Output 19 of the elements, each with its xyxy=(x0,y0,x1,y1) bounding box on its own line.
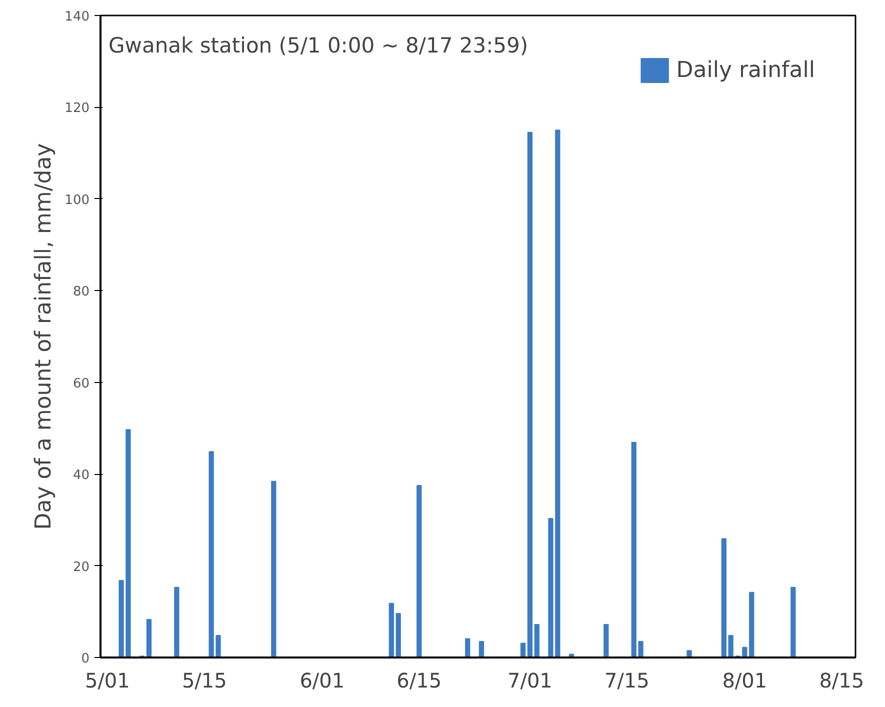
x-tick-label: 6/01 xyxy=(300,668,345,692)
y-tick-label: 140 xyxy=(64,10,90,24)
text: Gwanak station (5/1 0:00 ~ 8/17 23:59) xyxy=(108,34,528,58)
y-tick-label: 20 xyxy=(72,560,90,575)
x-tick-label: 7/01 xyxy=(507,668,552,692)
y-axis-title: Day of a mount of rainfall, mm/day xyxy=(32,143,57,530)
y-tick-label: 40 xyxy=(72,468,90,484)
x-tick-label: 8/15 xyxy=(819,668,864,692)
x-tick-label: 6/15 xyxy=(396,668,442,692)
legend-label: Daily rainfall xyxy=(676,58,815,82)
y-tick-label: 80 xyxy=(72,284,90,300)
x-tick-label: 7/15 xyxy=(604,668,650,692)
x-tick-label: 5/15 xyxy=(182,668,227,692)
x-tick-label: 5/01 xyxy=(84,668,130,692)
y-tick-label: 120 xyxy=(64,101,90,116)
y-tick-label: 60 xyxy=(72,376,90,392)
y-tick-label: 0 xyxy=(81,652,90,666)
y-tick-label: 100 xyxy=(64,192,90,208)
x-tick-label: 8/01 xyxy=(722,668,768,692)
